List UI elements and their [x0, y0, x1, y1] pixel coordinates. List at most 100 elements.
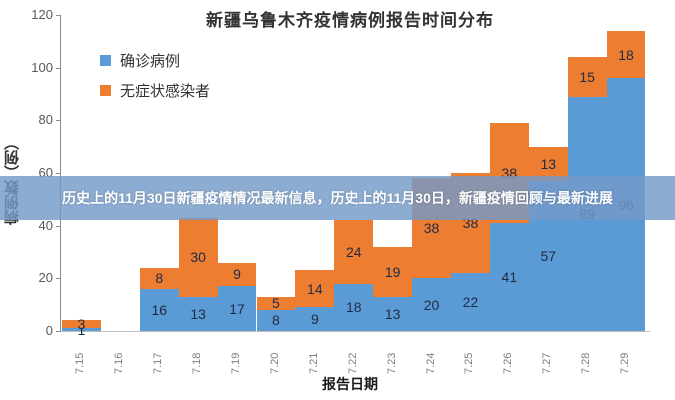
x-axis-label: 报告日期: [322, 376, 378, 392]
segment-asymptomatic: [373, 246, 413, 297]
bar-7.28: 8915: [567, 15, 607, 331]
segment-asymptomatic: [178, 217, 218, 297]
data-label: 8: [155, 270, 164, 287]
segment-confirmed: [451, 273, 490, 331]
x-tick-label: 7.22: [346, 352, 359, 374]
data-label: 16: [151, 301, 168, 318]
data-label: 41: [501, 269, 518, 286]
x-tick-label: 7.27: [541, 352, 554, 374]
data-label: 13: [540, 155, 557, 172]
segment-confirmed: [217, 286, 257, 331]
data-label: 8: [272, 312, 280, 329]
y-tick-mark: [56, 67, 61, 69]
segment-confirmed: [412, 278, 451, 331]
y-tick-label: 0: [45, 323, 53, 338]
legend-swatch-confirmed: [100, 55, 111, 66]
legend-swatch-asymptomatic: [100, 85, 111, 96]
bar-7.17: 16 8: [139, 15, 179, 331]
y-tick-mark: [56, 173, 61, 174]
segment-asymptomatic: [528, 146, 568, 181]
data-label: 30: [190, 249, 206, 266]
x-tick-label: 7.29: [619, 352, 632, 374]
y-tick-mark: [56, 225, 61, 227]
data-label: 14: [307, 280, 323, 297]
segment-confirmed: [62, 328, 101, 331]
legend-item-asymptomatic: 无症状感染者: [100, 80, 210, 101]
bar-7.16: [101, 15, 140, 331]
data-label: 1: [77, 321, 86, 338]
segment-asymptomatic: [217, 262, 257, 287]
segment-confirmed: [334, 283, 374, 331]
x-tick-label: 7.28: [580, 352, 593, 374]
segment-asymptomatic: [256, 296, 296, 310]
data-label: 5: [272, 295, 280, 312]
segment-confirmed: [139, 288, 179, 331]
data-label: 57: [540, 247, 557, 264]
bar-7.21: 9 14: [295, 15, 335, 331]
headline-banner: 历史上的11月30日新疆疫情情况最新信息，历史上的11月30日，新疆疫情回顾与最…: [0, 176, 675, 220]
data-label: 17: [229, 300, 245, 317]
data-label: 13: [190, 305, 206, 322]
data-label: 3: [77, 316, 86, 333]
bar-7.24: 20 38: [412, 15, 451, 331]
headline-text: 历史上的11月30日新疆疫情情况最新信息，历史上的11月30日，新疆疫情回顾与最…: [62, 190, 613, 206]
bar-7.29: 9618: [606, 15, 646, 331]
segment-confirmed: [489, 223, 529, 331]
y-tick-mark: [56, 120, 61, 122]
legend-label: 无症状感染者: [120, 83, 211, 100]
y-tick-label: 40: [38, 217, 53, 233]
x-tick-label: 7.17: [152, 352, 165, 374]
data-label: 18: [618, 46, 634, 63]
segment-asymptomatic: [606, 30, 646, 79]
segment-asymptomatic: [62, 320, 101, 329]
segment-confirmed: [295, 307, 335, 331]
y-tick-label: 20: [38, 270, 53, 286]
segment-asymptomatic: [295, 270, 335, 308]
x-tick-label: 7.20: [268, 352, 281, 374]
x-tick-label: 7.23: [385, 352, 398, 374]
data-label: 13: [384, 305, 401, 322]
data-label: 9: [233, 266, 241, 283]
data-label: 20: [423, 296, 440, 313]
data-label: 19: [384, 263, 401, 280]
data-label: 15: [579, 68, 595, 85]
y-tick-label: 120: [31, 7, 53, 22]
data-label: 9: [310, 311, 319, 328]
segment-confirmed: [256, 309, 296, 331]
x-tick-label: 7.25: [463, 352, 476, 374]
y-tick-mark: [56, 15, 61, 16]
legend-item-confirmed: 确诊病例: [100, 50, 210, 71]
x-tick-label: 7.26: [502, 352, 515, 374]
segment-asymptomatic: [567, 57, 607, 97]
bar-7.22: 18 24: [334, 15, 374, 331]
bar-7.18: 13 30: [178, 15, 218, 331]
x-axis: [60, 331, 650, 332]
x-tick-label: 7.24: [424, 352, 437, 374]
segment-confirmed: [178, 296, 218, 331]
segment-asymptomatic: [334, 220, 374, 284]
bar-7.27: 57 13: [528, 15, 568, 331]
x-tick-label: 7.16: [113, 352, 126, 374]
bar-7.23: 13 19: [373, 15, 413, 331]
y-tick-label: 100: [31, 59, 53, 75]
chart-title: 新疆乌鲁木齐疫情病例报告时间分布: [206, 11, 494, 30]
x-tick-label: 7.19: [230, 352, 243, 374]
legend-label: 确诊病例: [120, 53, 181, 70]
x-tick-label: 7.18: [191, 352, 204, 374]
y-tick-label: 80: [38, 112, 53, 128]
x-tick-label: 7.15: [74, 352, 87, 374]
legend: 确诊病例 无症状感染者: [100, 50, 210, 110]
bar-7.26: 41 38: [489, 15, 529, 331]
data-label: 24: [345, 244, 362, 260]
x-tick-label: 7.21: [307, 352, 320, 374]
segment-confirmed: [373, 296, 413, 331]
y-tick-mark: [56, 331, 61, 332]
data-label: 22: [462, 294, 479, 311]
data-label: 38: [423, 220, 440, 237]
segment-asymptomatic: [139, 267, 179, 289]
bar-7.25: 22 38: [451, 15, 490, 331]
data-label: 18: [345, 299, 362, 316]
bar-7.19: 17 9: [217, 15, 257, 331]
